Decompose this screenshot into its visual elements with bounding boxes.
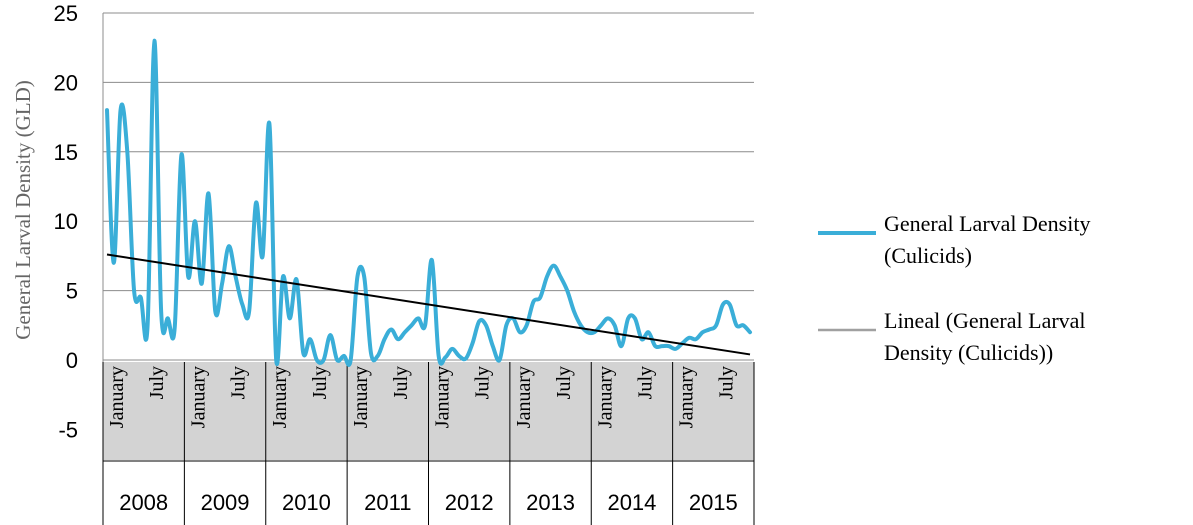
y-axis-tick-labels: 25 20 15 10 5 0 -5 bbox=[54, 1, 78, 442]
month-tick-label: July bbox=[553, 366, 575, 399]
month-tick-label: January bbox=[513, 366, 535, 428]
legend-label: Lineal (General Larval bbox=[884, 308, 1086, 333]
month-tick-label: January bbox=[676, 366, 698, 428]
month-tick-label: July bbox=[716, 366, 738, 399]
legend-label: Density (Culicids)) bbox=[884, 340, 1053, 365]
year-label: 2015 bbox=[689, 490, 738, 515]
month-tick-label: January bbox=[106, 366, 128, 428]
year-label: 2010 bbox=[282, 490, 331, 515]
month-tick-label: January bbox=[350, 366, 372, 428]
month-tick-label: July bbox=[472, 366, 494, 399]
trendline-group bbox=[106, 253, 751, 356]
legend-label: (Culicids) bbox=[884, 243, 972, 268]
month-tick-label: January bbox=[432, 366, 454, 428]
month-tick-label: July bbox=[227, 366, 249, 399]
x-axis-category-band: January July 2008 January July 2009 January Jul… bbox=[102, 362, 755, 525]
year-label: 2012 bbox=[445, 490, 494, 515]
month-tick-label: January bbox=[269, 366, 291, 428]
month-tick-label: July bbox=[146, 366, 168, 399]
month-tick-label: July bbox=[634, 366, 656, 399]
series-line-group bbox=[105, 38, 752, 367]
y-axis-label: General Larval Density (GLD) bbox=[11, 80, 35, 339]
y-tick-label: 25 bbox=[54, 1, 78, 26]
trendline-lineal bbox=[106, 253, 751, 356]
year-label: 2013 bbox=[526, 490, 575, 515]
y-tick-label: 20 bbox=[54, 70, 78, 95]
legend: General Larval Density (Culicids) Lineal (… bbox=[818, 211, 1090, 365]
y-tick-label: 5 bbox=[66, 279, 78, 304]
year-label: 2014 bbox=[607, 490, 656, 515]
y-tick-label: 10 bbox=[54, 209, 78, 234]
month-tick-label: July bbox=[390, 366, 412, 399]
year-label: 2009 bbox=[201, 490, 250, 515]
series-line-culicids bbox=[105, 38, 752, 367]
month-tick-label: July bbox=[309, 366, 331, 399]
month-tick-label: January bbox=[187, 366, 209, 428]
legend-label: General Larval Density bbox=[884, 211, 1090, 236]
y-tick-label: -5 bbox=[58, 417, 78, 442]
year-label: 2011 bbox=[364, 490, 411, 515]
month-tick-label: January bbox=[594, 366, 616, 428]
y-tick-label: 15 bbox=[54, 140, 78, 165]
year-label: 2008 bbox=[119, 490, 168, 515]
y-tick-label: 0 bbox=[66, 348, 78, 373]
